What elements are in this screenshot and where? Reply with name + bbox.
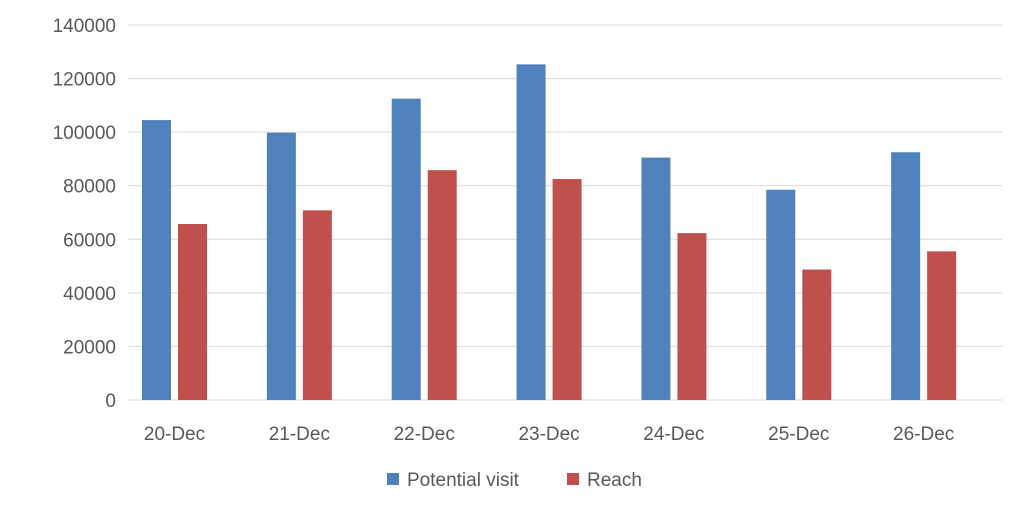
y-tick-label: 0 [105, 391, 116, 412]
bar-reach-25-dec [802, 269, 832, 400]
x-tick-label: 23-Dec [518, 424, 579, 445]
bar-potential-visit-26-dec [891, 152, 921, 400]
bars [142, 64, 957, 401]
y-axis-tick-labels: 0 20000 40000 60000 80000 100000 120000 140000 [53, 16, 116, 412]
x-tick-label: 25-Dec [768, 424, 829, 445]
bar-potential-visit-20-dec [142, 120, 171, 400]
x-tick-label: 22-Dec [394, 424, 455, 445]
legend-swatch-potential-visit [387, 473, 399, 485]
y-tick-label: 120000 [53, 70, 116, 91]
bar-potential-visit-25-dec [766, 189, 796, 400]
y-tick-label: 60000 [63, 230, 116, 251]
bar-potential-visit-21-dec [266, 132, 296, 400]
legend-label-potential-visit: Potential visit [407, 470, 520, 491]
legend: Potential visit Reach [387, 470, 642, 491]
y-tick-label: 40000 [63, 284, 116, 305]
bar-reach-22-dec [427, 170, 457, 400]
y-tick-label: 20000 [63, 337, 116, 358]
y-tick-label: 140000 [53, 16, 116, 37]
x-tick-label: 20-Dec [144, 424, 205, 445]
bar-reach-26-dec [927, 251, 957, 400]
bar-reach-21-dec [302, 210, 332, 400]
bar-reach-23-dec [552, 179, 582, 400]
y-tick-label: 100000 [53, 123, 116, 144]
x-tick-label: 26-Dec [893, 424, 954, 445]
legend-label-reach: Reach [587, 470, 642, 491]
x-axis-tick-labels: 20-Dec 21-Dec 22-Dec 23-Dec 24-Dec 25-Dec 26-D… [144, 424, 954, 445]
bar-potential-visit-24-dec [641, 157, 671, 400]
y-tick-label: 80000 [63, 177, 116, 198]
x-tick-label: 21-Dec [269, 424, 330, 445]
bar-potential-visit-22-dec [391, 98, 421, 401]
x-tick-label: 24-Dec [643, 424, 704, 445]
bar-reach-24-dec [677, 233, 707, 400]
legend-swatch-reach [567, 473, 579, 485]
bar-reach-20-dec [178, 224, 207, 400]
bar-potential-visit-23-dec [516, 64, 546, 400]
